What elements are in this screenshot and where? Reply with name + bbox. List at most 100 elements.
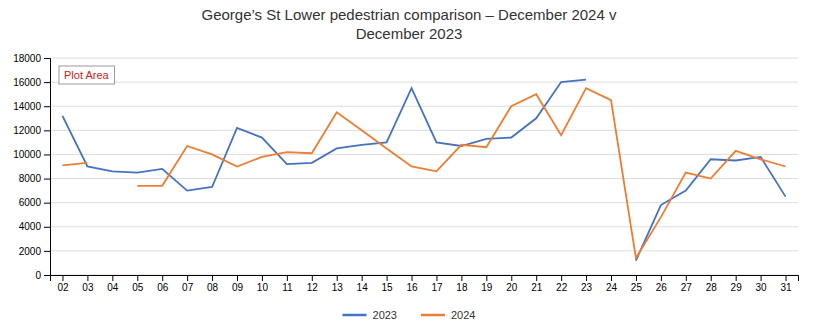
- x-tick-label: 27: [681, 282, 693, 293]
- y-tick-mark: [44, 227, 50, 228]
- x-tick-mark: [611, 275, 612, 281]
- x-tick: 10: [257, 275, 269, 293]
- x-tick: 19: [481, 275, 493, 293]
- x-tick-mark: [711, 275, 712, 281]
- plot: 0200040006000800010000120001400016000180…: [13, 53, 798, 293]
- annotation-box: [59, 66, 115, 84]
- x-tick: 27: [681, 275, 693, 293]
- grid-line: [50, 130, 798, 131]
- y-tick: 2000: [19, 246, 50, 257]
- x-tick: 18: [456, 275, 468, 293]
- x-axis: 0203040506070809101112131415161718192021…: [51, 275, 799, 293]
- y-tick: 6000: [19, 197, 50, 208]
- legend: 2023 2024: [343, 309, 476, 321]
- x-tick: 20: [506, 275, 518, 293]
- x-tick-mark: [287, 275, 288, 281]
- x-tick-label: 31: [780, 282, 792, 293]
- x-tick-label: 08: [207, 282, 219, 293]
- x-tick-label: 05: [132, 282, 144, 293]
- x-tick-mark: [486, 275, 487, 281]
- x-tick: 22: [556, 275, 568, 293]
- x-tick: 26: [656, 275, 668, 293]
- x-tick-mark: [461, 275, 462, 281]
- y-tick-mark: [44, 203, 50, 204]
- y-tick: 8000: [19, 173, 50, 184]
- x-tick-label: 10: [257, 282, 269, 293]
- x-tick: 24: [606, 275, 618, 293]
- y-tick-label: 2000: [19, 246, 42, 257]
- y-tick-mark: [44, 130, 50, 131]
- x-tick-label: 30: [756, 282, 768, 293]
- x-tick: 12: [307, 275, 319, 293]
- grid-line: [50, 226, 798, 227]
- grid-line: [50, 154, 798, 155]
- y-axis: 0200040006000800010000120001400016000180…: [13, 53, 50, 281]
- x-tick-label: 03: [82, 282, 94, 293]
- x-tick-label: 12: [307, 282, 319, 293]
- x-tick-mark: [137, 275, 138, 281]
- x-tick: 13: [332, 275, 344, 293]
- y-tick-mark: [44, 275, 50, 276]
- x-tick-label: 22: [556, 282, 568, 293]
- x-tick-mark: [112, 275, 113, 281]
- x-tick-mark: [736, 275, 737, 281]
- legend-item: 2024: [421, 309, 475, 321]
- x-tick-mark: [87, 275, 88, 281]
- x-tick: 08: [207, 275, 219, 293]
- x-tick-mark: [262, 275, 263, 281]
- x-tick-mark: [162, 275, 163, 281]
- y-tick-label: 4000: [19, 221, 42, 232]
- y-tick-mark: [44, 106, 50, 107]
- x-tick-mark: [337, 275, 338, 281]
- y-tick-label: 8000: [19, 173, 42, 184]
- y-tick-label: 10000: [13, 149, 41, 160]
- x-tick-mark: [536, 275, 537, 281]
- y-tick-label: 12000: [13, 125, 41, 136]
- legend-label: 2023: [373, 309, 397, 321]
- y-tick: 10000: [13, 149, 50, 160]
- x-tick: 25: [631, 275, 643, 293]
- x-tick-mark: [686, 275, 687, 281]
- chart: George’s St Lower pedestrian comparison …: [0, 0, 818, 327]
- x-tick: 14: [357, 275, 369, 293]
- y-tick-mark: [44, 251, 50, 252]
- x-tick-label: 06: [157, 282, 169, 293]
- y-tick-mark: [44, 154, 50, 155]
- x-tick: 04: [107, 275, 119, 293]
- x-tick-label: 20: [506, 282, 518, 293]
- y-tick: 0: [35, 270, 50, 281]
- x-tick-mark: [387, 275, 388, 281]
- y-tick: 4000: [19, 221, 50, 232]
- y-tick-label: 0: [35, 270, 41, 281]
- x-tick-label: 26: [656, 282, 668, 293]
- x-tick-label: 24: [606, 282, 618, 293]
- x-tick-label: 25: [631, 282, 643, 293]
- x-tick-label: 15: [382, 282, 394, 293]
- x-tick-mark: [362, 275, 363, 281]
- title: George’s St Lower pedestrian comparison …: [202, 6, 617, 42]
- x-tick-label: 28: [706, 282, 718, 293]
- x-tick-label: 09: [232, 282, 244, 293]
- x-tick-label: 04: [107, 282, 119, 293]
- x-tick-label: 13: [332, 282, 344, 293]
- x-tick-label: 07: [182, 282, 194, 293]
- x-tick-label: 18: [456, 282, 468, 293]
- x-tick: 16: [406, 275, 418, 293]
- x-tick: 21: [531, 275, 543, 293]
- x-tick-mark: [187, 275, 188, 281]
- x-axis-line: [51, 276, 799, 282]
- grid-line: [50, 58, 798, 59]
- x-tick: 05: [132, 275, 144, 293]
- x-tick-mark: [212, 275, 213, 281]
- y-tick-mark: [44, 58, 50, 59]
- x-tick-label: 17: [431, 282, 443, 293]
- x-tick: 23: [581, 275, 593, 293]
- grid-line: [50, 178, 798, 179]
- x-tick-mark: [786, 275, 787, 281]
- y-tick-label: 6000: [19, 197, 42, 208]
- y-axis-line: [44, 59, 51, 276]
- title-line: December 2023: [356, 25, 463, 42]
- series-lines: [62, 80, 785, 261]
- x-tick-label: 21: [531, 282, 543, 293]
- x-tick-mark: [586, 275, 587, 281]
